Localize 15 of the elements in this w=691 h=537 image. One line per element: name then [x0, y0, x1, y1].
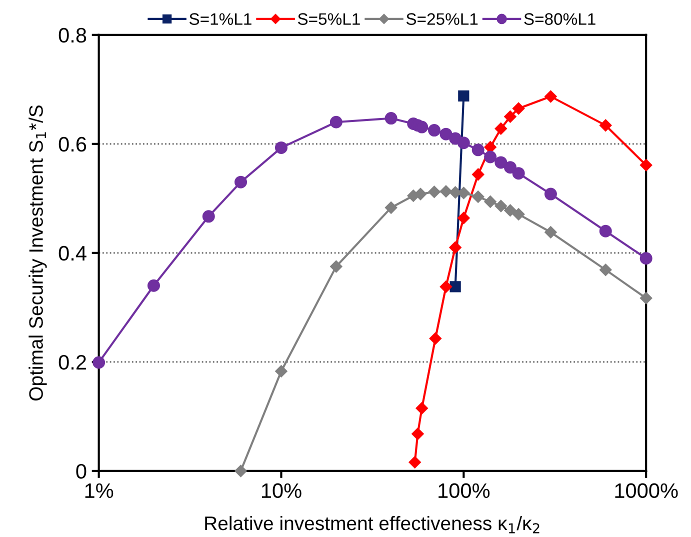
y-tick-label: 0: [76, 464, 86, 479]
y-tick-label: 0.4: [58, 246, 86, 261]
legend-label: S=80%L1: [524, 13, 596, 25]
legend-label: S=25%L1: [406, 13, 478, 25]
x-axis-title: Relative investment effectiveness κ$_{1}$/κ$_{2}$: [205, 516, 540, 534]
x-tick-label: 1%: [85, 483, 114, 498]
x-tick-label: 100%: [438, 483, 490, 498]
legend-label: S=5%L1: [298, 13, 360, 25]
x-tick-label: 10%: [262, 483, 302, 498]
y-axis-title: Optimal Security Investment S$_{1}$*/S: [28, 105, 47, 400]
legend-label: S=1%L1: [189, 13, 252, 25]
y-tick-label: 0.8: [58, 28, 86, 43]
y-tick-label: 0.6: [58, 136, 86, 152]
x-tick-label: 1000%: [615, 483, 678, 498]
y-tick-label: 0.2: [58, 354, 86, 370]
